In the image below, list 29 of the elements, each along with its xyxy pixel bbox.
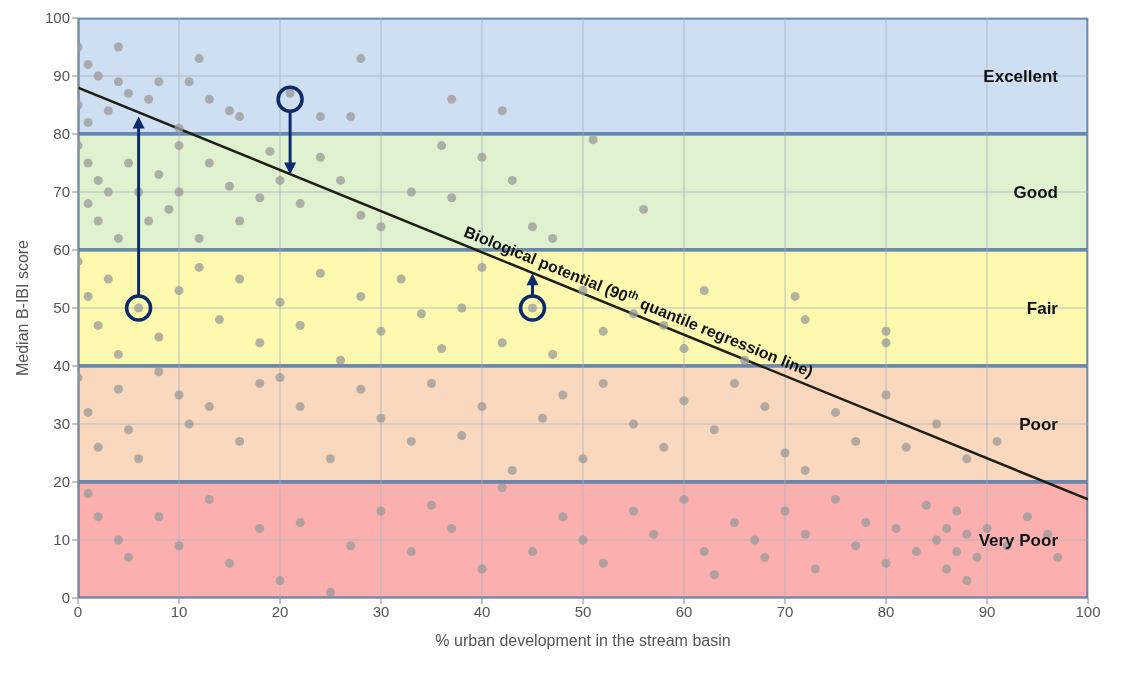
x-tick-label: 50 bbox=[574, 602, 592, 620]
band-label: Good bbox=[1013, 183, 1058, 203]
x-tick-label: 100 bbox=[1075, 602, 1101, 620]
x-axis-title: % urban development in the stream basin bbox=[435, 632, 731, 649]
y-tick-label: 90 bbox=[53, 67, 70, 85]
y-tick-label: 20 bbox=[53, 473, 70, 491]
x-tick-label: 10 bbox=[170, 602, 188, 620]
y-tick-label: 30 bbox=[53, 415, 70, 433]
x-tick-label: 80 bbox=[877, 602, 895, 620]
y-tick-label: 50 bbox=[53, 299, 70, 317]
band-label: Very Poor bbox=[978, 531, 1059, 551]
x-tick-label: 30 bbox=[372, 602, 390, 620]
y-axis-title: Median B-IBI score bbox=[13, 239, 31, 377]
y-tick-label: 60 bbox=[53, 241, 70, 259]
x-tick-label: 40 bbox=[473, 602, 491, 620]
band-label: Excellent bbox=[983, 67, 1059, 87]
x-tick-label: 0 bbox=[73, 602, 83, 620]
x-tick-label: 20 bbox=[271, 602, 289, 620]
y-tick-label: 40 bbox=[53, 357, 70, 375]
y-tick-label: 0 bbox=[61, 589, 70, 607]
band-label: Poor bbox=[1019, 415, 1059, 435]
band-label: Fair bbox=[1026, 299, 1059, 319]
y-tick-label: 100 bbox=[44, 9, 70, 27]
x-tick-label: 90 bbox=[978, 602, 996, 620]
y-tick-label: 10 bbox=[53, 531, 70, 549]
y-tick-label: 70 bbox=[53, 183, 70, 201]
x-tick-label: 60 bbox=[675, 602, 693, 620]
x-tick-label: 70 bbox=[776, 602, 794, 620]
y-tick-label: 80 bbox=[53, 125, 70, 143]
